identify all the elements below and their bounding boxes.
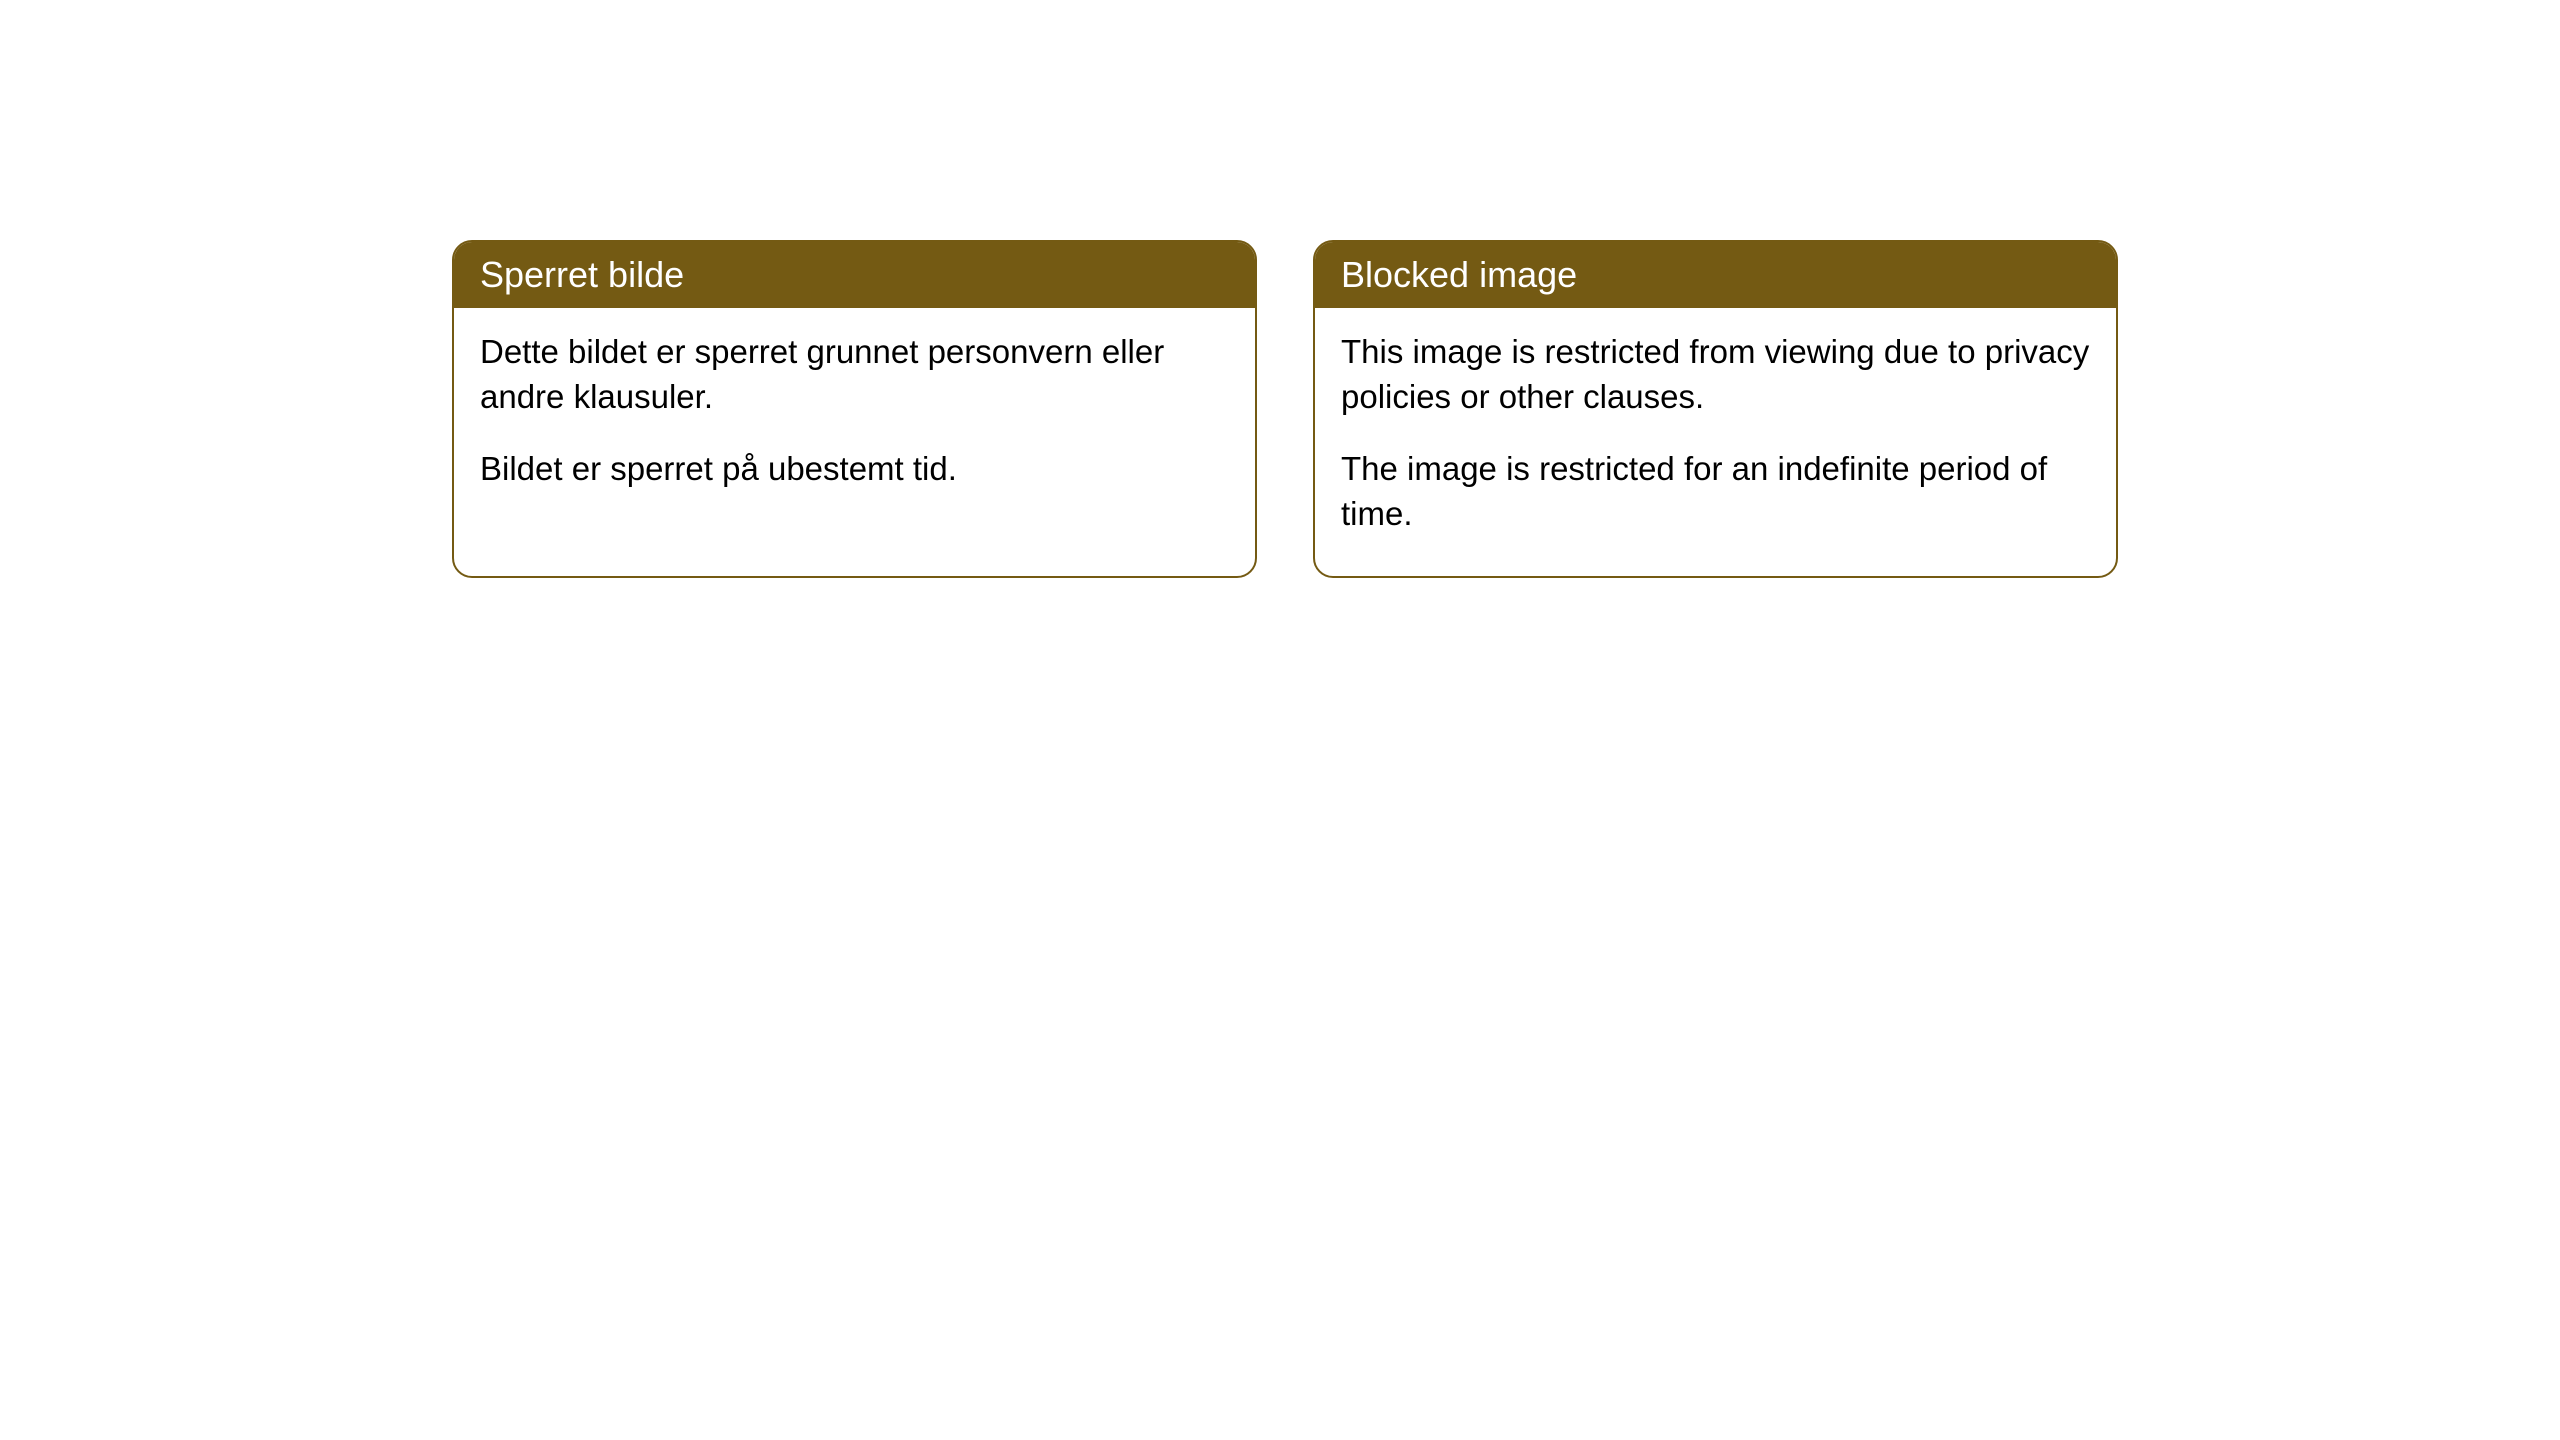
card-paragraph-1: This image is restricted from viewing du… (1341, 330, 2090, 419)
card-header: Sperret bilde (454, 242, 1255, 308)
card-body: This image is restricted from viewing du… (1315, 308, 2116, 576)
card-header: Blocked image (1315, 242, 2116, 308)
card-paragraph-2: Bildet er sperret på ubestemt tid. (480, 447, 1229, 492)
notice-card-norwegian: Sperret bilde Dette bildet er sperret gr… (452, 240, 1257, 578)
notice-card-english: Blocked image This image is restricted f… (1313, 240, 2118, 578)
card-body: Dette bildet er sperret grunnet personve… (454, 308, 1255, 532)
notice-cards-container: Sperret bilde Dette bildet er sperret gr… (452, 240, 2560, 578)
card-paragraph-1: Dette bildet er sperret grunnet personve… (480, 330, 1229, 419)
card-paragraph-2: The image is restricted for an indefinit… (1341, 447, 2090, 536)
card-title: Blocked image (1341, 254, 1577, 295)
card-title: Sperret bilde (480, 254, 684, 295)
